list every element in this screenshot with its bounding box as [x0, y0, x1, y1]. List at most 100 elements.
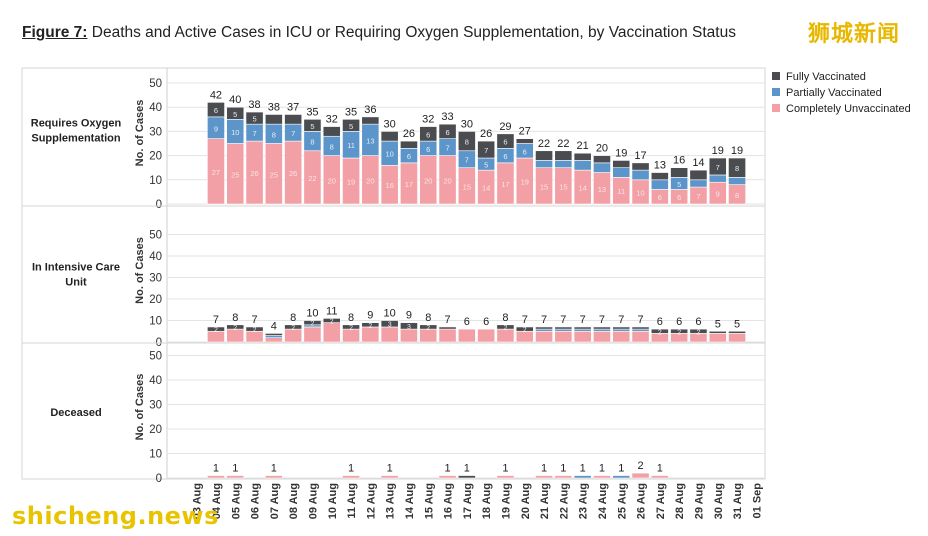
segment-value-label: 2: [349, 325, 353, 332]
bar-total-label: 27: [519, 126, 531, 138]
bar-segment-partially: [612, 167, 631, 178]
bar-segment-fully: [554, 150, 573, 161]
bar-segment-partially: [728, 177, 746, 185]
bar-total-label: 29: [499, 121, 511, 133]
bar-total-label: 4: [271, 320, 277, 332]
bar-total-label: 11: [326, 305, 337, 317]
bar-total-label: 42: [210, 89, 222, 101]
bar-segment-fully: [515, 326, 534, 332]
bar-total-label: 14: [692, 157, 704, 169]
bar-total-label: 1: [618, 463, 624, 475]
bar-segment-unvaccinated: [593, 475, 611, 479]
bar-segment-partially: [689, 179, 708, 188]
segment-value-label: 26: [289, 169, 297, 178]
bar-total-label: 6: [483, 316, 489, 328]
bar-segment-partially: [708, 174, 727, 183]
bar-total-label: 2: [637, 460, 643, 472]
y-tick-label: 10: [149, 449, 162, 461]
bar-segment-fully: [650, 328, 669, 334]
bar-total-label: 1: [560, 463, 566, 475]
bar-total-label: 7: [251, 314, 257, 326]
segment-value-label: 19: [521, 178, 529, 187]
segment-value-label: 8: [330, 142, 334, 151]
bar-segment-fully: [419, 324, 438, 330]
segment-value-label: 6: [503, 152, 507, 161]
bar-total-label: 8: [232, 312, 238, 324]
x-tick-label: 07 Aug: [269, 483, 281, 519]
bar-segment-unvaccinated: [400, 328, 418, 343]
bar-segment-fully: [612, 160, 631, 169]
segment-value-label: 2: [233, 325, 237, 332]
bar-segment-fully: [728, 157, 746, 178]
bar-total-label: 6: [676, 316, 682, 328]
segment-value-label: 7: [716, 163, 720, 172]
bar-total-label: 22: [557, 138, 569, 150]
x-tick-label: 27 Aug: [655, 483, 667, 519]
bar-segment-unvaccinated: [438, 328, 457, 343]
bar-total-label: 38: [268, 101, 280, 113]
segment-value-label: 7: [696, 192, 700, 201]
bar-segment-unvaccinated: [322, 322, 341, 343]
bar-segment-partially: [593, 328, 611, 332]
segment-value-label: 2: [368, 323, 372, 330]
bar-segment-fully: [264, 333, 283, 336]
bar-total-label: 7: [541, 314, 547, 326]
segment-value-label: 17: [405, 180, 413, 189]
bar-segment-unvaccinated: [380, 326, 399, 343]
bar-segment-fully: [612, 326, 631, 330]
bar-segment-fully: [207, 102, 225, 118]
bar-total-label: 7: [560, 314, 566, 326]
segment-value-label: 20: [328, 176, 336, 185]
segment-value-label: 10: [385, 150, 393, 159]
bar-segment-partially: [612, 475, 631, 479]
bar-total-label: 10: [384, 308, 396, 320]
bar-segment-fully: [631, 326, 650, 330]
bar-total-label: 7: [599, 314, 605, 326]
bar-segment-partially: [593, 162, 611, 173]
segment-value-label: 5: [310, 122, 314, 131]
x-tick-label: 12 Aug: [365, 483, 377, 519]
y-tick-label: 0: [156, 473, 162, 485]
legend-entry: Partially Vaccinated: [786, 87, 882, 99]
x-tick-label: 17 Aug: [462, 483, 474, 519]
y-tick-label: 20: [149, 424, 162, 436]
segment-value-label: 6: [407, 152, 411, 161]
segment-value-label: 20: [366, 176, 374, 185]
y-tick-label: 20: [149, 151, 162, 163]
y-tick-label: 40: [149, 375, 162, 387]
bar-total-label: 1: [387, 463, 393, 475]
x-tick-label: 18 Aug: [481, 483, 493, 519]
segment-value-label: 15: [463, 182, 471, 191]
row-label-line: Deceased: [50, 407, 101, 419]
bar-total-label: 9: [406, 310, 412, 322]
x-tick-label: 11 Aug: [346, 483, 358, 519]
x-tick-label: 21 Aug: [539, 483, 551, 519]
bar-segment-fully: [496, 133, 515, 149]
y-tick-label: 50: [149, 351, 162, 363]
bar-segment-unvaccinated: [457, 328, 476, 343]
bar-segment-partially: [573, 475, 592, 479]
x-tick-label: 19 Aug: [500, 483, 512, 519]
bar-segment-fully: [303, 119, 322, 132]
bar-total-label: 32: [422, 114, 434, 126]
bar-segment-fully: [496, 324, 515, 330]
segment-value-label: 2: [291, 325, 295, 332]
figure-title: Figure 7: Deaths and Active Cases in ICU…: [22, 24, 736, 42]
bar-total-label: 37: [287, 101, 299, 113]
bar-segment-fully: [380, 320, 399, 328]
bar-segment-fully: [303, 320, 322, 326]
segment-value-label: 2: [253, 327, 257, 334]
segment-value-label: 8: [735, 191, 739, 200]
bar-segment-partially: [573, 328, 592, 332]
bar-total-label: 13: [654, 160, 666, 172]
segment-value-label: 3: [407, 324, 411, 331]
bar-segment-fully: [322, 318, 341, 323]
segment-value-label: 11: [347, 141, 355, 150]
bar-segment-fully: [670, 167, 689, 178]
bar-total-label: 6: [464, 316, 470, 328]
y-tick-label: 20: [149, 294, 162, 306]
bar-total-label: 7: [213, 314, 219, 326]
segment-value-label: 9: [716, 190, 720, 199]
x-tick-label: 26 Aug: [636, 483, 648, 519]
